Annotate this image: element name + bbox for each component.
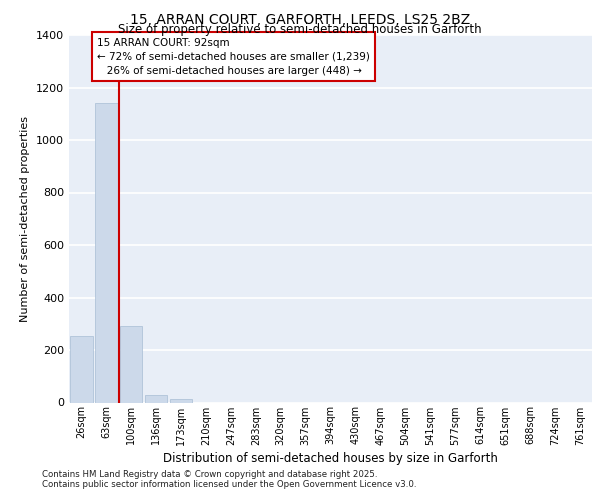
X-axis label: Distribution of semi-detached houses by size in Garforth: Distribution of semi-detached houses by …: [163, 452, 498, 464]
Bar: [170, 398, 193, 402]
Text: Size of property relative to semi-detached houses in Garforth: Size of property relative to semi-detach…: [118, 24, 482, 36]
Bar: [70, 336, 92, 402]
Bar: [95, 104, 118, 403]
Y-axis label: Number of semi-detached properties: Number of semi-detached properties: [20, 116, 31, 322]
Text: 15, ARRAN COURT, GARFORTH, LEEDS, LS25 2BZ: 15, ARRAN COURT, GARFORTH, LEEDS, LS25 2…: [130, 12, 470, 26]
Bar: [120, 326, 142, 402]
Text: Contains HM Land Registry data © Crown copyright and database right 2025.
Contai: Contains HM Land Registry data © Crown c…: [42, 470, 416, 489]
Bar: [145, 394, 167, 402]
Text: 15 ARRAN COURT: 92sqm
← 72% of semi-detached houses are smaller (1,239)
   26% o: 15 ARRAN COURT: 92sqm ← 72% of semi-deta…: [97, 38, 370, 76]
